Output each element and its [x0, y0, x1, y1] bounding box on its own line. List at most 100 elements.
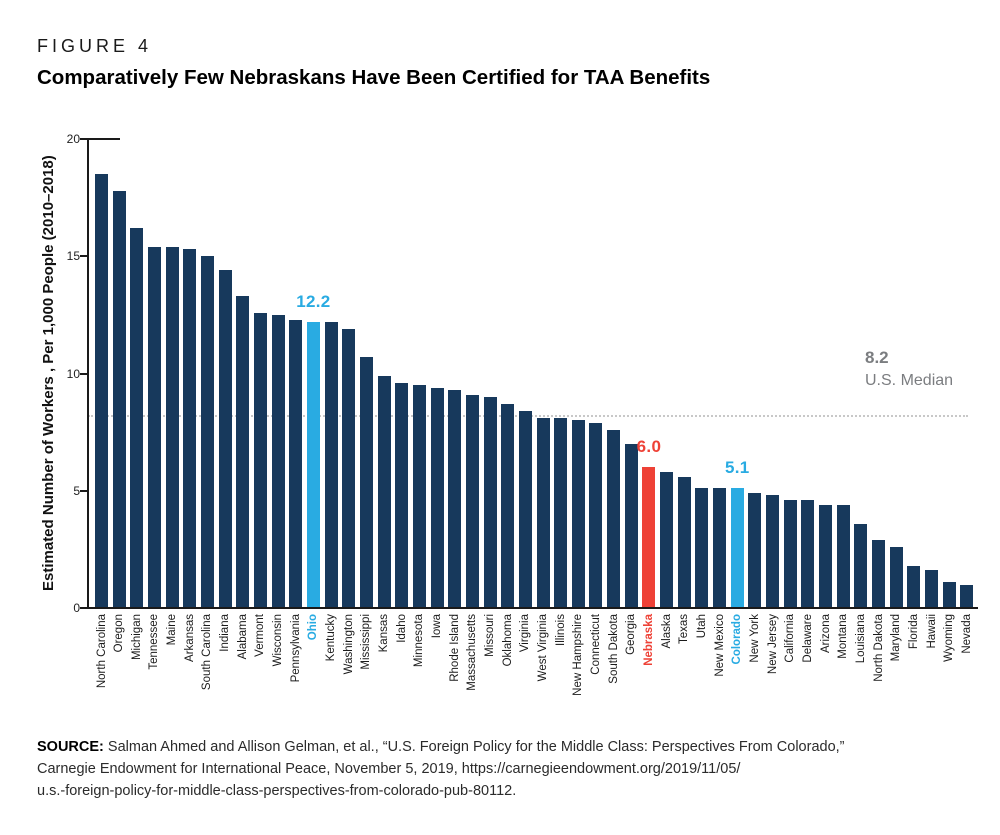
- bar-alaska: [660, 471, 674, 607]
- bar-kansas: [377, 375, 391, 607]
- y-tick-mark: [80, 255, 88, 258]
- y-tick-label: 10: [66, 366, 80, 381]
- y-tick-mark: [80, 138, 88, 140]
- x-label-tennessee: Tennessee: [148, 614, 161, 670]
- bar-new-mexico: [713, 488, 727, 607]
- y-tick-mark: [80, 607, 88, 609]
- us-median-text: U.S. Median: [865, 372, 954, 390]
- x-label-rhode-island: Rhode Island: [448, 614, 461, 682]
- bar-michigan: [130, 228, 144, 607]
- bar-washington: [342, 328, 356, 607]
- bar-alabama: [236, 296, 250, 607]
- y-axis-line: [87, 138, 89, 608]
- y-tick-label: 15: [66, 249, 80, 264]
- x-axis-line: [87, 607, 978, 609]
- bar-new-york: [748, 493, 762, 607]
- x-label-south-carolina: South Carolina: [201, 614, 214, 691]
- source-prefix: SOURCE:: [37, 739, 104, 755]
- x-label-south-dakota: South Dakota: [607, 614, 620, 684]
- x-label-ohio: Ohio: [307, 614, 320, 641]
- bar-delaware: [801, 500, 815, 607]
- bar-nevada: [960, 584, 974, 607]
- x-label-louisiana: Louisiana: [854, 614, 867, 664]
- bar-florida: [907, 565, 921, 607]
- bar-new-hampshire: [571, 420, 585, 607]
- bar-maryland: [889, 547, 903, 607]
- x-label-missouri: Missouri: [484, 614, 497, 657]
- x-label-north-dakota: North Dakota: [872, 614, 885, 682]
- bar-arizona: [819, 504, 833, 607]
- source-line2: Carnegie Endowment for International Pea…: [37, 760, 741, 777]
- y-tick-label: 5: [73, 483, 80, 498]
- x-label-montana: Montana: [837, 614, 850, 659]
- bar-idaho: [395, 382, 409, 607]
- bar-west-virginia: [536, 418, 550, 607]
- x-label-oklahoma: Oklahoma: [501, 614, 514, 667]
- us-median-label: 8.2 U.S. Median: [865, 347, 953, 391]
- y-tick-mark: [80, 372, 88, 375]
- x-label-delaware: Delaware: [801, 614, 814, 663]
- x-label-alabama: Alabama: [236, 614, 249, 660]
- bar-texas: [677, 476, 691, 607]
- bar-minnesota: [412, 385, 426, 607]
- bar-connecticut: [589, 422, 603, 607]
- axis-top-cap: [88, 138, 120, 140]
- value-label-colorado: 5.1: [724, 458, 750, 478]
- bar-south-carolina: [200, 256, 214, 607]
- x-label-illinois: Illinois: [554, 614, 567, 646]
- bar-montana: [836, 504, 850, 607]
- bar-north-dakota: [872, 539, 886, 607]
- x-label-washington: Washington: [342, 614, 355, 675]
- bar-oregon: [112, 190, 126, 607]
- bar-oklahoma: [501, 403, 515, 607]
- x-label-iowa: Iowa: [431, 614, 444, 639]
- bar-nebraska: [642, 467, 656, 607]
- bar-louisiana: [854, 523, 868, 607]
- x-label-vermont: Vermont: [254, 614, 267, 657]
- x-label-florida: Florida: [907, 614, 920, 650]
- bar-wyoming: [942, 582, 956, 607]
- x-label-texas: Texas: [678, 614, 691, 645]
- x-label-nevada: Nevada: [960, 614, 973, 654]
- bar-mississippi: [359, 357, 373, 607]
- x-label-wyoming: Wyoming: [943, 614, 956, 662]
- x-label-arizona: Arizona: [819, 614, 832, 653]
- x-label-west-virginia: West Virginia: [537, 614, 549, 682]
- bar-iowa: [430, 387, 444, 607]
- x-label-indiana: Indiana: [219, 614, 232, 652]
- x-label-new-mexico: New Mexico: [713, 614, 726, 677]
- x-label-kentucky: Kentucky: [325, 614, 338, 662]
- x-label-arkansas: Arkansas: [183, 614, 196, 662]
- x-label-maryland: Maryland: [890, 614, 903, 662]
- x-label-alaska: Alaska: [660, 614, 673, 649]
- source-line1: Salman Ahmed and Allison Gelman, et al.,…: [103, 739, 845, 755]
- bar-north-carolina: [95, 174, 108, 607]
- x-label-michigan: Michigan: [130, 614, 143, 661]
- bar-arkansas: [183, 249, 197, 607]
- bar-south-dakota: [607, 429, 621, 607]
- x-label-kansas: Kansas: [378, 614, 391, 653]
- y-tick-label: 0: [73, 601, 80, 615]
- x-label-colorado: Colorado: [731, 614, 744, 665]
- x-label-new-york: New York: [748, 614, 761, 663]
- x-label-connecticut: Connecticut: [589, 614, 602, 675]
- x-label-minnesota: Minnesota: [413, 614, 426, 668]
- bar-tennessee: [147, 246, 161, 607]
- x-label-utah: Utah: [695, 614, 708, 639]
- bar-indiana: [218, 270, 232, 607]
- figure-title: Comparatively Few Nebraskans Have Been C…: [37, 66, 711, 89]
- bar-maine: [165, 246, 179, 607]
- bar-colorado: [730, 488, 744, 607]
- bar-california: [783, 500, 797, 607]
- bar-rhode-island: [448, 389, 462, 607]
- figure-number: FIGURE 4: [37, 36, 153, 56]
- bar-massachusetts: [465, 394, 479, 607]
- source-note: SOURCE: Salman Ahmed and Allison Gelman,…: [37, 737, 967, 802]
- bar-georgia: [624, 443, 638, 607]
- bar-wisconsin: [271, 314, 285, 607]
- x-label-maine: Maine: [166, 614, 179, 646]
- x-label-new-hampshire: New Hampshire: [572, 614, 585, 696]
- x-label-massachusetts: Massachusetts: [466, 614, 479, 691]
- x-label-california: California: [784, 614, 797, 663]
- x-label-wisconsin: Wisconsin: [272, 614, 285, 667]
